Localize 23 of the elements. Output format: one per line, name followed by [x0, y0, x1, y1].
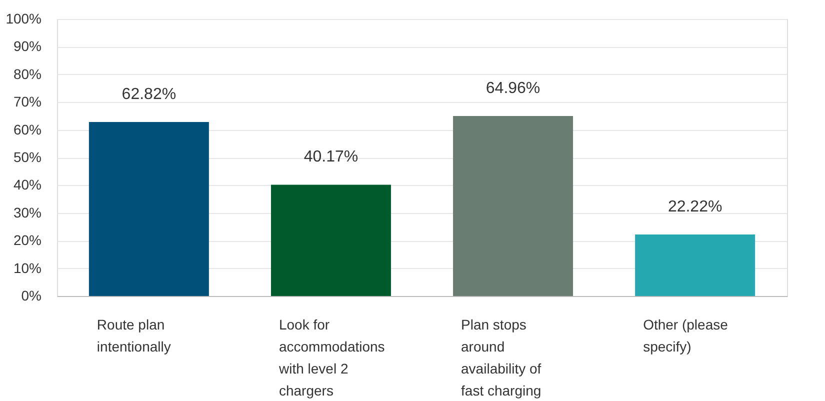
y-tick-label: 10%	[13, 260, 42, 276]
y-tick-label: 60%	[13, 121, 42, 138]
y-tick-label: 30%	[13, 204, 42, 220]
x-tick-label: Look for accommodations with level 2 chargers	[278, 316, 385, 398]
bar	[635, 234, 756, 296]
bar	[270, 184, 391, 296]
x-tick-label: Plan stops around availability of fast charging	[461, 316, 542, 398]
x-tick-label: Other (please specify)	[643, 316, 728, 354]
bar	[453, 116, 574, 296]
y-tick-label: 90%	[13, 38, 42, 54]
data-label: 22.22%	[668, 198, 722, 216]
data-label: 62.82%	[122, 86, 176, 103]
data-label: 64.96%	[486, 80, 540, 98]
data-label: 40.17%	[304, 148, 358, 166]
y-tick-label: 80%	[13, 66, 42, 82]
y-tick-label: 20%	[13, 232, 42, 248]
y-tick-label: 0%	[21, 288, 42, 304]
y-tick-label: 70%	[13, 94, 42, 110]
y-tick-label: 100%	[6, 10, 42, 26]
y-tick-label: 40%	[13, 176, 42, 193]
bar	[88, 122, 209, 296]
x-tick-label: Route plan intentionally	[96, 316, 171, 354]
y-tick-label: 50%	[13, 149, 42, 165]
